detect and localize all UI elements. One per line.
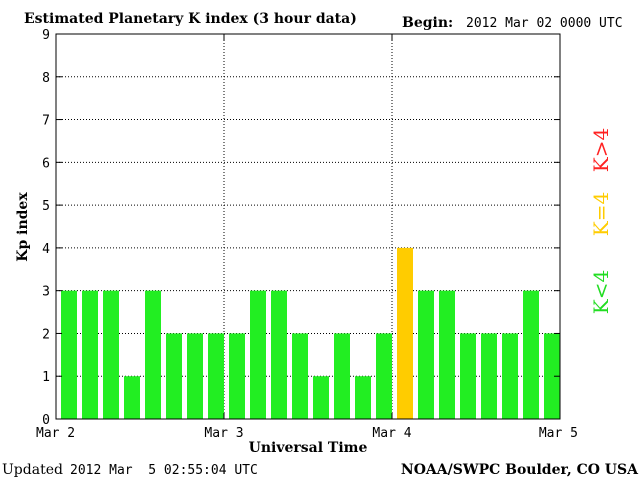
updated-value: 2012 Mar 5 02:55:04 UTC bbox=[70, 463, 258, 478]
x-tick-label: Mar 4 bbox=[372, 426, 411, 441]
source-credit: NOAA/SWPC Boulder, CO USA bbox=[401, 462, 639, 478]
kp-bar bbox=[460, 333, 476, 419]
y-tick-label: 5 bbox=[42, 199, 50, 214]
y-tick-label: 2 bbox=[42, 327, 50, 342]
begin-label: Begin: bbox=[402, 15, 453, 31]
y-tick-label: 7 bbox=[42, 114, 50, 129]
plot-frame bbox=[55, 33, 561, 420]
kp-bar bbox=[292, 333, 308, 419]
kp-bar bbox=[355, 376, 371, 419]
kp-bar bbox=[481, 333, 497, 419]
kp-bar bbox=[61, 290, 77, 419]
y-tick-label: 3 bbox=[42, 285, 50, 300]
kp-bar bbox=[250, 290, 266, 419]
kp-bar bbox=[439, 290, 455, 419]
kp-bar bbox=[187, 333, 203, 419]
kp-bar bbox=[166, 333, 182, 419]
plot-area: 0 1 2 3 4 5 6 7 8 9 Mar 2 Mar 3 Mar 4 Mar 5 bbox=[36, 28, 578, 441]
kp-bar bbox=[523, 290, 539, 419]
legend-low: K<4 bbox=[589, 270, 613, 314]
y-tick-label: 9 bbox=[42, 28, 50, 43]
y-axis-label: Kp index bbox=[15, 192, 31, 262]
kp-bar bbox=[397, 247, 413, 419]
x-tick-label: Mar 3 bbox=[204, 426, 243, 441]
chart-title: Estimated Planetary K index (3 hour data… bbox=[24, 11, 357, 27]
y-tick-label: 6 bbox=[42, 156, 50, 171]
kp-bar bbox=[334, 333, 350, 419]
kp-bar bbox=[313, 376, 329, 419]
begin-value: 2012 Mar 02 0000 UTC bbox=[466, 16, 623, 31]
y-tick-label: 0 bbox=[42, 413, 50, 428]
kp-bar bbox=[376, 333, 392, 419]
kp-bar bbox=[82, 290, 98, 419]
kp-bar bbox=[418, 290, 434, 419]
kp-bar bbox=[502, 333, 518, 419]
kp-bar bbox=[145, 290, 161, 419]
x-axis-label: Universal Time bbox=[249, 440, 368, 456]
x-tick-label: Mar 2 bbox=[36, 426, 75, 441]
kp-bar bbox=[208, 333, 224, 419]
y-tick-label: 4 bbox=[42, 242, 50, 257]
updated-label: Updated bbox=[2, 462, 63, 478]
kp-bar bbox=[544, 333, 560, 419]
kp-bar bbox=[124, 376, 140, 419]
x-tick-label: Mar 5 bbox=[539, 426, 578, 441]
legend-mid: K=4 bbox=[589, 192, 613, 236]
y-tick-label: 8 bbox=[42, 71, 50, 86]
y-tick-label: 1 bbox=[42, 370, 50, 385]
kp-bar bbox=[229, 333, 245, 419]
legend-high: K>4 bbox=[589, 128, 613, 172]
kp-bar bbox=[271, 290, 287, 419]
kp-bar bbox=[103, 290, 119, 419]
